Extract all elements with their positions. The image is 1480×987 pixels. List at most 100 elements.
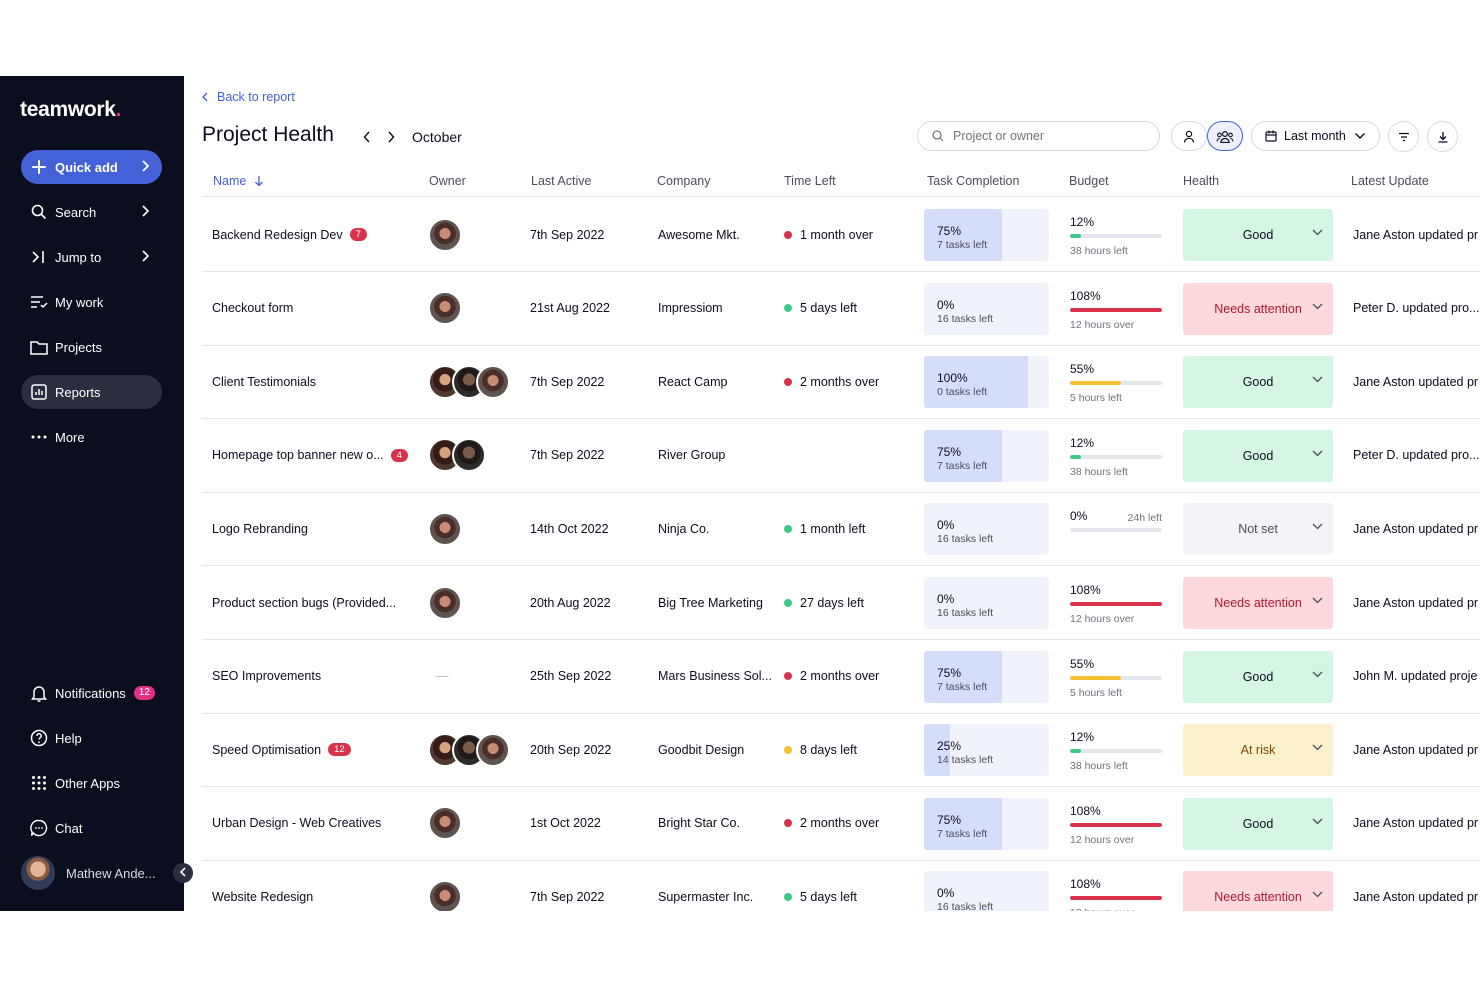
table-row[interactable]: Urban Design - Web Creatives 1st Oct 202… bbox=[202, 787, 1480, 861]
previous-month-button[interactable] bbox=[358, 128, 376, 146]
health-dropdown[interactable]: Needs attention bbox=[1183, 871, 1333, 911]
sidebar-item-reports[interactable]: Reports bbox=[21, 375, 162, 409]
date-range-dropdown[interactable]: Last month bbox=[1251, 121, 1380, 151]
project-name-cell[interactable]: Homepage top banner new o... 4 bbox=[212, 419, 408, 492]
task-completion-block[interactable]: 0% 16 tasks left bbox=[924, 503, 1049, 556]
project-name[interactable]: SEO Improvements bbox=[212, 669, 322, 684]
owner-avatars[interactable] bbox=[428, 492, 462, 565]
task-completion-block[interactable]: 0% 16 tasks left bbox=[924, 282, 1049, 335]
owner-avatar[interactable] bbox=[428, 511, 462, 546]
teamwork-logo[interactable]: teamwork. bbox=[20, 98, 132, 122]
project-name[interactable]: Backend Redesign Dev bbox=[212, 227, 343, 242]
next-month-button[interactable] bbox=[382, 128, 400, 146]
owner-avatars[interactable] bbox=[428, 860, 462, 911]
owner-avatar[interactable] bbox=[428, 806, 462, 841]
column-company[interactable]: Company bbox=[657, 174, 711, 188]
column-time-left[interactable]: Time Left bbox=[784, 174, 836, 188]
collapse-sidebar-button[interactable] bbox=[173, 863, 193, 883]
table-row[interactable]: Speed Optimisation 12 20th Sep 2022 Good… bbox=[202, 713, 1480, 788]
health-dropdown[interactable]: Needs attention bbox=[1183, 577, 1333, 629]
latest-update-text[interactable]: Jane Aston updated pr bbox=[1353, 816, 1479, 831]
sidebar-item-help[interactable]: Help bbox=[21, 721, 162, 755]
owner-avatars[interactable]: — bbox=[436, 640, 449, 713]
search-input[interactable]: Project or owner bbox=[917, 121, 1160, 151]
health-dropdown[interactable]: At risk bbox=[1183, 724, 1333, 777]
health-dropdown[interactable]: Good bbox=[1183, 797, 1333, 850]
table-row[interactable]: Homepage top banner new o... 4 7th Sep 2… bbox=[202, 419, 1480, 493]
latest-update-text[interactable]: Jane Aston updated pr bbox=[1353, 227, 1479, 242]
health-dropdown[interactable]: Good bbox=[1183, 209, 1333, 261]
sidebar-item-jump-to[interactable]: Jump to bbox=[21, 240, 162, 274]
column-last-active[interactable]: Last Active bbox=[531, 174, 592, 188]
filter-button[interactable] bbox=[1388, 121, 1419, 152]
owner-avatars[interactable] bbox=[428, 566, 462, 639]
project-name[interactable]: Urban Design - Web Creatives bbox=[212, 816, 382, 831]
team-owner-toggle[interactable] bbox=[1207, 121, 1243, 151]
owner-avatars[interactable] bbox=[428, 272, 462, 345]
task-completion-block[interactable]: 25% 14 tasks left bbox=[924, 724, 1049, 777]
owner-avatar[interactable] bbox=[452, 438, 486, 473]
task-completion-block[interactable]: 0% 16 tasks left bbox=[924, 871, 1049, 911]
owner-avatars[interactable] bbox=[428, 345, 510, 418]
sidebar-item-chat[interactable]: Chat bbox=[21, 811, 162, 845]
task-completion-block[interactable]: 75% 7 tasks left bbox=[924, 209, 1049, 261]
sidebar-item-search[interactable]: Search bbox=[21, 195, 162, 229]
owner-avatars[interactable] bbox=[428, 787, 462, 860]
task-completion-block[interactable]: 0% 16 tasks left bbox=[924, 577, 1049, 629]
project-name-cell[interactable]: Product section bugs (Provided... bbox=[212, 566, 396, 639]
table-row[interactable]: Product section bugs (Provided... 20th A… bbox=[202, 566, 1480, 640]
project-name-cell[interactable]: Backend Redesign Dev 7 bbox=[212, 198, 367, 271]
sidebar-item-projects[interactable]: Projects bbox=[21, 330, 162, 364]
sidebar-item-my-work[interactable]: My work bbox=[21, 285, 162, 319]
task-completion-block[interactable]: 75% 7 tasks left bbox=[924, 797, 1049, 850]
latest-update-text[interactable]: Jane Aston updated pr bbox=[1353, 521, 1479, 536]
sidebar-item-notifications[interactable]: Notifications 12 bbox=[21, 676, 162, 710]
task-completion-block[interactable]: 75% 7 tasks left bbox=[924, 429, 1049, 482]
table-row[interactable]: Client Testimonials 7th Sep 2022 React C… bbox=[202, 345, 1480, 420]
task-completion-block[interactable]: 100% 0 tasks left bbox=[924, 356, 1049, 409]
latest-update-text[interactable]: Peter D. updated pro... bbox=[1353, 301, 1480, 316]
latest-update-text[interactable]: Peter D. updated pro... bbox=[1353, 448, 1480, 463]
table-row[interactable]: Checkout form 21st Aug 2022 Impressiom 5… bbox=[202, 272, 1480, 346]
project-name-cell[interactable]: Checkout form bbox=[212, 272, 293, 345]
health-dropdown[interactable]: Good bbox=[1183, 650, 1333, 703]
owner-avatar[interactable] bbox=[428, 585, 462, 620]
health-dropdown[interactable]: Good bbox=[1183, 356, 1333, 409]
project-name-cell[interactable]: SEO Improvements bbox=[212, 640, 321, 713]
latest-update-text[interactable]: Jane Aston updated pr bbox=[1353, 595, 1479, 610]
column-name-sort[interactable]: Name bbox=[213, 174, 264, 188]
table-row[interactable]: Backend Redesign Dev 7 7th Sep 2022 Awes… bbox=[202, 198, 1480, 272]
latest-update-text[interactable]: Jane Aston updated pr bbox=[1353, 374, 1479, 389]
owner-avatar[interactable] bbox=[476, 732, 510, 767]
export-button[interactable] bbox=[1427, 121, 1458, 152]
owner-avatars[interactable] bbox=[428, 198, 462, 271]
project-name-cell[interactable]: Speed Optimisation 12 bbox=[212, 713, 351, 786]
quick-add-button[interactable]: Quick add bbox=[21, 150, 162, 184]
project-name-cell[interactable]: Website Redesign bbox=[212, 860, 313, 911]
health-dropdown[interactable]: Needs attention bbox=[1183, 282, 1333, 335]
back-to-report-link[interactable]: Back to report bbox=[202, 90, 295, 104]
project-name[interactable]: Website Redesign bbox=[212, 889, 314, 904]
sidebar-item-other-apps[interactable]: Other Apps bbox=[21, 766, 162, 800]
latest-update-text[interactable]: Jane Aston updated pr bbox=[1353, 742, 1479, 757]
project-name[interactable]: Product section bugs (Provided... bbox=[212, 595, 397, 610]
health-dropdown[interactable]: Good bbox=[1183, 429, 1333, 482]
column-budget[interactable]: Budget bbox=[1069, 174, 1109, 188]
project-name[interactable]: Homepage top banner new o... bbox=[212, 448, 384, 463]
owner-avatar[interactable] bbox=[428, 291, 462, 326]
task-completion-block[interactable]: 75% 7 tasks left bbox=[924, 650, 1049, 703]
health-dropdown[interactable]: Not set bbox=[1183, 503, 1333, 556]
owner-avatar[interactable] bbox=[428, 879, 462, 911]
table-row[interactable]: Logo Rebranding 14th Oct 2022 Ninja Co. … bbox=[202, 492, 1480, 567]
project-name[interactable]: Client Testimonials bbox=[212, 374, 316, 389]
owner-avatars[interactable] bbox=[428, 713, 510, 786]
project-name-cell[interactable]: Client Testimonials bbox=[212, 345, 316, 418]
project-name[interactable]: Checkout form bbox=[212, 301, 294, 316]
owner-avatar[interactable] bbox=[428, 217, 462, 252]
sidebar-item-more[interactable]: More bbox=[21, 420, 162, 454]
column-latest-update[interactable]: Latest Update bbox=[1351, 174, 1429, 188]
table-row[interactable]: SEO Improvements — 25th Sep 2022 Mars Bu… bbox=[202, 640, 1480, 714]
latest-update-text[interactable]: Jane Aston updated pr bbox=[1353, 889, 1479, 904]
table-row[interactable]: Website Redesign 7th Sep 2022 Supermaste… bbox=[202, 860, 1480, 911]
column-task-completion[interactable]: Task Completion bbox=[927, 174, 1020, 188]
